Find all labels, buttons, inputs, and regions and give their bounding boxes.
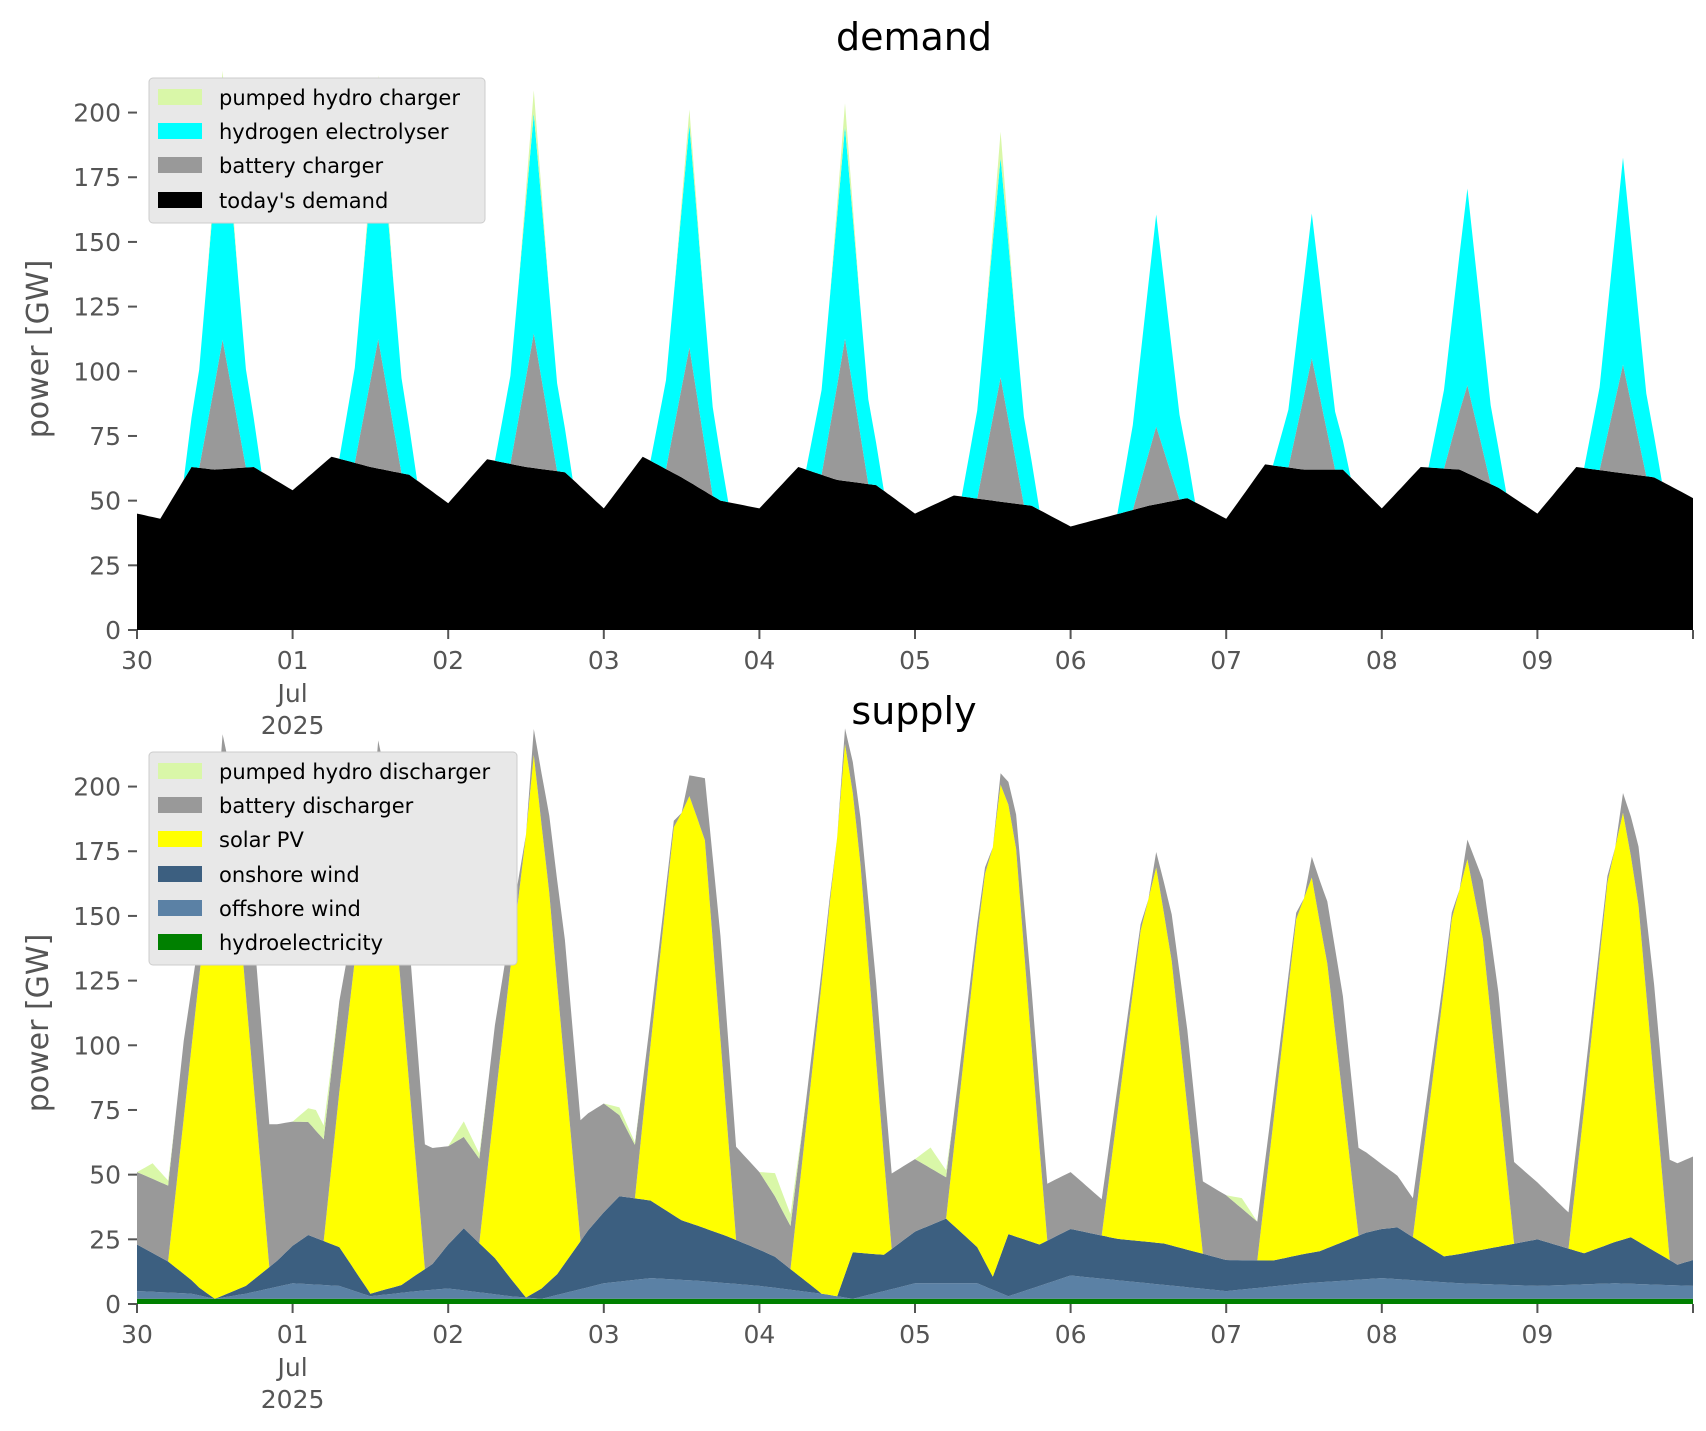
x-tick-label: 09 <box>1521 646 1553 675</box>
demand-legend-box <box>148 77 486 224</box>
x-tick-label: 08 <box>1366 646 1398 675</box>
y-tick-label: 75 <box>89 422 121 451</box>
x-tick-label: 09 <box>1521 1320 1553 1349</box>
x-tick-label: 03 <box>588 1320 620 1349</box>
x-tick-label: 08 <box>1366 1320 1398 1349</box>
y-tick-label: 100 <box>73 357 121 386</box>
y-tick-label: 100 <box>73 1031 121 1060</box>
x-tick-label: 30 <box>121 1320 153 1349</box>
supply-ylabel: power [GW] <box>21 934 56 1113</box>
demand-area-layers <box>137 70 1693 630</box>
x-tick-label: 07 <box>1210 646 1242 675</box>
x-tick-label: 30 <box>121 646 153 675</box>
legend-swatch-solar-pv <box>158 831 202 847</box>
x-tick-label: 01 <box>277 1320 309 1349</box>
demand-ylabel: power [GW] <box>21 260 56 439</box>
y-tick-label: 50 <box>89 1161 121 1190</box>
legend-swatch-hydrogen-electrolyser <box>158 123 202 139</box>
supply-title: supply <box>851 689 976 733</box>
legend-label-pumped-hydro-discharger: pumped hydro discharger <box>219 760 490 784</box>
supply-legend-box <box>148 751 518 966</box>
legend-label-hydrogen-electrolyser: hydrogen electrolyser <box>219 120 449 144</box>
legend-swatch-pumped-hydro-discharger <box>158 763 202 779</box>
y-tick-label: 125 <box>73 293 121 322</box>
x-tick-label: 04 <box>743 1320 775 1349</box>
supply-legend: pumped hydro discharger battery discharg… <box>148 751 518 966</box>
y-tick-label: 175 <box>73 837 121 866</box>
legend-swatch-hydroelectricity <box>158 934 202 950</box>
area-battery-discharger <box>137 728 1693 1270</box>
legend-label-hydroelectricity: hydroelectricity <box>219 931 383 955</box>
x-tick-label: 02 <box>432 1320 464 1349</box>
area-battery-charger <box>137 333 1693 527</box>
y-tick-label: 200 <box>73 773 121 802</box>
x-tick-label: 05 <box>899 646 931 675</box>
y-tick-label: 25 <box>89 551 121 580</box>
y-tick-label: 75 <box>89 1096 121 1125</box>
y-tick-label: 25 <box>89 1225 121 1254</box>
area-hydrogen-electrolyser <box>137 93 1693 527</box>
area-onshore-wind <box>137 1196 1693 1299</box>
demand-axes: 0 25 50 75 100 125 150 175 200 30 01 02 03 04 05 06 07 08… <box>73 99 1694 740</box>
legend-swatch-onshore-wind <box>158 866 202 882</box>
x-tick-label: 02 <box>432 646 464 675</box>
x-year-label: 2025 <box>261 711 325 740</box>
y-tick-label: 125 <box>73 967 121 996</box>
x-tick-label: 03 <box>588 646 620 675</box>
area-solar-pv <box>137 743 1693 1299</box>
area-offshore-wind <box>137 1275 1693 1299</box>
y-tick-label: 150 <box>73 902 121 931</box>
y-tick-label: 0 <box>105 616 121 645</box>
legend-swatch-battery-charger <box>158 157 202 173</box>
y-tick-label: 0 <box>105 1290 121 1319</box>
area-today-s-demand <box>137 456 1693 630</box>
x-month-label: Jul <box>276 1353 308 1382</box>
y-tick-label: 50 <box>89 487 121 516</box>
legend-label-todays-demand: today's demand <box>219 189 388 213</box>
legend-label-solar-pv: solar PV <box>219 828 304 852</box>
x-tick-label: 07 <box>1210 1320 1242 1349</box>
legend-label-onshore-wind: onshore wind <box>219 863 360 887</box>
supply-axes: 0 25 50 75 100 125 150 175 200 30 01 02 03 04 05 06 07 08… <box>73 773 1694 1414</box>
x-tick-label: 06 <box>1055 1320 1087 1349</box>
y-tick-label: 175 <box>73 163 121 192</box>
x-tick-label: 05 <box>899 1320 931 1349</box>
legend-label-offshore-wind: offshore wind <box>219 897 361 921</box>
area-hydroelectricity <box>137 1298 1693 1304</box>
legend-swatch-offshore-wind <box>158 900 202 916</box>
legend-swatch-pumped-hydro-charger <box>158 89 202 105</box>
supply-panel: supply power [GW] 0 25 50 75 100 125 150 175 200… <box>21 689 1694 1414</box>
demand-title: demand <box>836 15 992 59</box>
y-tick-label: 150 <box>73 228 121 257</box>
x-tick-label: 06 <box>1055 646 1087 675</box>
demand-panel: demand power [GW] 0 25 50 75 100 125 150 175 200… <box>21 15 1694 740</box>
x-year-label: 2025 <box>261 1385 325 1414</box>
x-tick-label: 04 <box>743 646 775 675</box>
legend-label-battery-discharger: battery discharger <box>219 794 414 818</box>
legend-swatch-todays-demand <box>158 192 202 208</box>
y-tick-label: 200 <box>73 99 121 128</box>
demand-legend: pumped hydro charger hydrogen electrolys… <box>148 77 486 224</box>
legend-swatch-battery-discharger <box>158 797 202 813</box>
x-month-label: Jul <box>276 679 308 708</box>
legend-label-battery-charger: battery charger <box>219 154 384 178</box>
legend-label-pumped-hydro-charger: pumped hydro charger <box>219 86 460 110</box>
x-tick-label: 01 <box>277 646 309 675</box>
supply-area-layers <box>137 728 1693 1304</box>
